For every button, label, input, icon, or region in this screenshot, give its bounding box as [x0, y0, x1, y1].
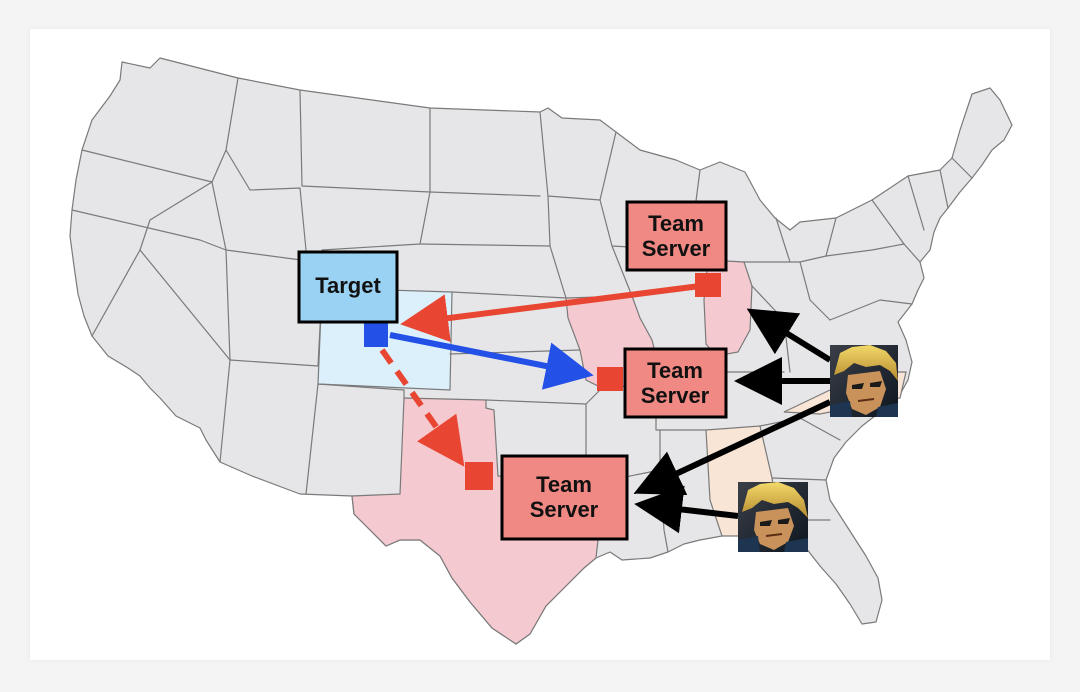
team-server-label-line1: Team	[648, 211, 704, 236]
team-server-label-line1: Team	[647, 358, 703, 383]
team-server-label-line2: Server	[530, 497, 599, 522]
connection-arrows	[379, 283, 832, 534]
connection-endpoints	[364, 273, 721, 490]
endpoint-target	[364, 323, 388, 347]
team-server-label-line1: Team	[536, 472, 592, 497]
team-server-label-line2: Server	[642, 236, 711, 261]
endpoint-server-bottom	[465, 462, 493, 490]
team-server-box-bottom: Team Server	[500, 454, 629, 541]
arrow-attacker-to-server-top	[746, 308, 832, 363]
attacker-avatar-icon	[830, 345, 898, 417]
arrow-attacker-to-server-bottom	[633, 399, 832, 496]
team-server-box-mid: Team Server	[623, 347, 728, 419]
arrow-target-to-southern-server	[379, 348, 465, 467]
target-label: Target	[315, 273, 381, 298]
attacker-avatar-icon	[738, 482, 808, 552]
arrow-target-to-server	[389, 332, 594, 390]
endpoint-server-mid	[597, 367, 623, 391]
team-server-box-top: Team Server	[625, 200, 728, 272]
arrow-server-to-target	[400, 283, 701, 343]
team-server-label-line2: Server	[641, 383, 710, 408]
target-box: Target	[297, 250, 399, 324]
arrow-attacker2-to-server-bottom	[634, 485, 739, 534]
endpoint-server-top	[695, 273, 721, 297]
